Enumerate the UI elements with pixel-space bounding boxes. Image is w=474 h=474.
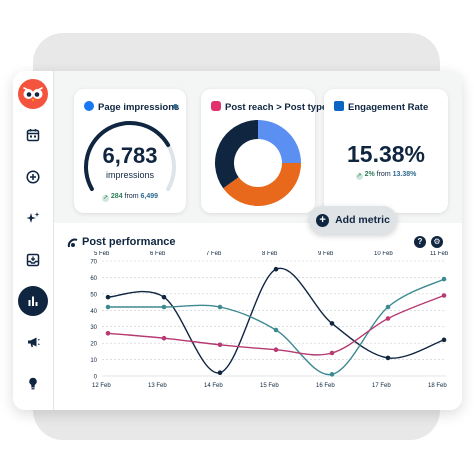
y-tick-label: 10 — [90, 358, 97, 364]
sidebar — [13, 71, 54, 410]
performance-icon — [67, 238, 78, 248]
y-tick-label: 40 — [90, 309, 97, 315]
data-point[interactable] — [273, 347, 279, 353]
post-reach-title: Post reach > Post type — [225, 102, 328, 113]
post-performance-title: Post performance — [82, 236, 176, 248]
impressions-delta: ↗ 284 from 6,499 — [101, 193, 159, 202]
data-point[interactable] — [273, 327, 279, 333]
x-top-tick-label: 7 Feb — [206, 251, 222, 257]
x-top-tick-label: 10 Feb — [374, 251, 393, 257]
donut-slice-2[interactable] — [215, 120, 258, 189]
x-bottom-tick-label: 13 Feb — [148, 383, 167, 389]
post-performance-panel: Post performance ? ⚙ 0 10 20 30 40 50 60 70 5 Fe… — [54, 223, 462, 410]
gear-icon[interactable]: ⚙ — [431, 236, 443, 248]
data-point[interactable] — [161, 304, 167, 310]
impressions-unit: impressions — [105, 170, 154, 180]
sparkle-icon[interactable] — [22, 207, 44, 229]
plus-circle-icon[interactable] — [22, 166, 44, 188]
data-point[interactable] — [105, 294, 111, 300]
x-bottom-tick-label: 14 Feb — [204, 383, 223, 389]
linkedin-icon — [334, 101, 344, 111]
instagram-icon — [211, 101, 221, 111]
owl-logo[interactable] — [18, 79, 48, 109]
data-point[interactable] — [385, 355, 391, 361]
impressions-value: 6,783 — [102, 143, 158, 168]
donut-slice-0[interactable] — [258, 120, 301, 163]
x-bottom-tick-label: 16 Feb — [316, 383, 335, 389]
engagement-card[interactable]: Engagement Rate 15.38% ↗ 2% from 13.38% — [324, 89, 448, 213]
data-point[interactable] — [385, 316, 391, 321]
data-point[interactable] — [385, 304, 391, 310]
post-type-donut — [215, 120, 301, 206]
performance-chart: 0 10 20 30 40 50 60 70 5 Feb 6 Feb 7 Feb 8 Feb 9 Feb… — [90, 251, 449, 389]
data-point[interactable] — [161, 294, 167, 300]
y-tick-label: 0 — [94, 375, 98, 381]
status-dot — [173, 104, 178, 109]
app-window: Page impressions 6,783 impressions ↗ 284… — [13, 71, 462, 410]
engagement-title: Engagement Rate — [348, 102, 429, 113]
data-point[interactable] — [441, 276, 447, 282]
plus-icon: + — [316, 213, 330, 227]
data-point[interactable] — [441, 293, 447, 298]
data-point[interactable] — [329, 321, 335, 326]
data-point[interactable] — [329, 372, 335, 377]
impressions-card[interactable]: Page impressions 6,783 impressions ↗ 284… — [74, 89, 186, 213]
x-top-tick-label: 9 Feb — [318, 251, 334, 257]
impressions-gauge — [84, 121, 176, 191]
data-point[interactable] — [217, 342, 223, 348]
post-reach-card[interactable]: Post reach > Post type — [201, 89, 327, 213]
data-point[interactable] — [161, 335, 167, 341]
facebook-icon — [84, 101, 94, 111]
x-top-tick-label: 11 Feb — [430, 251, 449, 257]
help-icon[interactable]: ? — [414, 236, 426, 248]
x-bottom-tick-label: 12 Feb — [92, 383, 111, 389]
y-tick-label: 70 — [90, 260, 97, 266]
x-top-tick-label: 6 Feb — [150, 251, 166, 257]
inbox-icon[interactable] — [22, 249, 44, 271]
data-point[interactable] — [441, 337, 447, 343]
x-bottom-tick-label: 18 Feb — [428, 383, 447, 389]
y-tick-label: 50 — [90, 292, 97, 298]
engagement-value: 15.38% — [346, 141, 425, 167]
series-line-0 — [107, 267, 445, 374]
y-tick-label: 60 — [90, 276, 97, 282]
x-bottom-tick-label: 17 Feb — [372, 383, 391, 389]
series-line-2 — [107, 294, 445, 356]
data-point[interactable] — [273, 266, 279, 272]
y-tick-label: 30 — [90, 325, 97, 331]
data-point[interactable] — [105, 330, 111, 336]
calendar-icon[interactable] — [22, 124, 44, 146]
trend-up-icon: ↗ — [355, 173, 363, 180]
main-area: Page impressions 6,783 impressions ↗ 284… — [54, 71, 462, 410]
donut-slice-1[interactable] — [223, 163, 301, 206]
megaphone-icon[interactable] — [22, 331, 44, 353]
impressions-title: Page impressions — [98, 102, 180, 113]
add-metric-label: Add metric — [335, 214, 390, 226]
trend-up-icon: ↗ — [101, 195, 109, 202]
data-point[interactable] — [105, 304, 111, 310]
lightbulb-icon[interactable] — [22, 372, 44, 394]
data-point[interactable] — [217, 304, 223, 310]
y-tick-label: 20 — [90, 342, 97, 348]
x-bottom-tick-label: 15 Feb — [260, 383, 279, 389]
data-point[interactable] — [329, 350, 335, 356]
add-metric-button[interactable]: + Add metric — [309, 206, 397, 234]
data-point[interactable] — [217, 370, 223, 376]
analytics-icon[interactable] — [18, 286, 48, 316]
x-top-tick-label: 5 Feb — [94, 251, 110, 257]
engagement-delta: ↗ 2% from 13.38% — [355, 171, 417, 180]
x-top-tick-label: 8 Feb — [262, 251, 278, 257]
